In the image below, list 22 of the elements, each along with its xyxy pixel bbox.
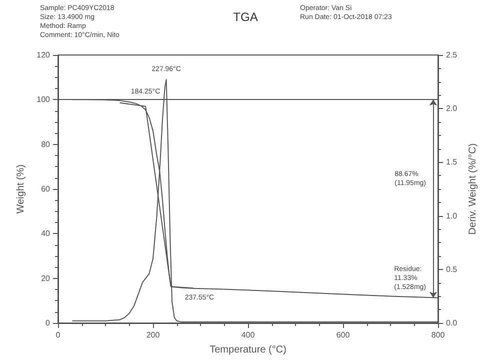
x-tick-label: 600 [336,330,350,340]
chart-title: TGA [233,10,258,24]
x-tick-label: 0 [56,330,61,340]
y-tick-label: 20 [41,274,51,283]
y2-tick-label: 0.5 [446,264,458,274]
y2-axis-title: Deriv. Weight (%/°C) [468,143,479,235]
y2-tick-label: 2.0 [446,104,458,114]
y-tick-label: 80 [41,140,51,149]
y-tick-label: 60 [41,184,51,194]
x-tick-label: 400 [241,330,256,340]
y2-tick-label: 2.5 [446,50,458,60]
x-tick-label: 800 [431,330,446,340]
y-tick-label: 120 [36,50,51,60]
y2-tick-label: 1.5 [446,158,458,167]
y-tick-label: 0 [46,318,51,328]
y-tick-label: 100 [36,95,51,104]
x-axis-title: Temperature (°C) [210,344,286,356]
y-axis-title: Weight (%) [15,164,26,214]
y2-tick-label: 0.0 [446,318,458,328]
y-tick-label: 40 [41,229,51,238]
x-tick-label: 200 [146,330,160,340]
y2-tick-label: 1.0 [446,211,458,220]
